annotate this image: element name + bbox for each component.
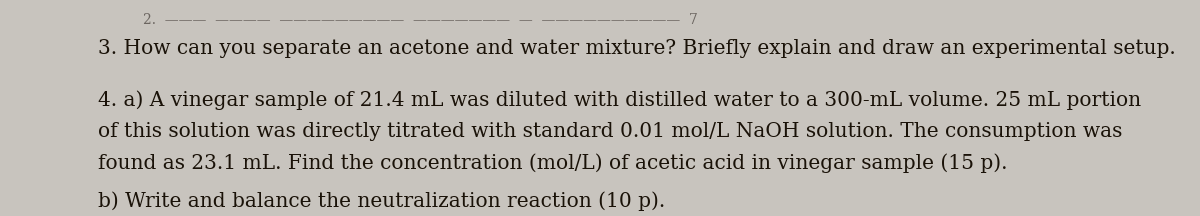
Text: 3. How can you separate an acetone and water mixture? Briefly explain and draw a: 3. How can you separate an acetone and w…	[98, 39, 1176, 58]
Text: 4. a) A vinegar sample of 21.4 mL was diluted with distilled water to a 300-mL v: 4. a) A vinegar sample of 21.4 mL was di…	[98, 91, 1141, 110]
Text: b) Write and balance the neutralization reaction (10 p).: b) Write and balance the neutralization …	[98, 191, 666, 211]
Text: 2.  ———  ————  —————————  ———————  —  ——————————  7: 2. ——— ———— ————————— ——————— — ————————…	[143, 13, 697, 27]
Text: found as 23.1 mL. Find the concentration (mol/L) of acetic acid in vinegar sampl: found as 23.1 mL. Find the concentration…	[98, 153, 1008, 173]
FancyBboxPatch shape	[0, 0, 1200, 25]
Text: of this solution was directly titrated with standard 0.01 mol/L NaOH solution. T: of this solution was directly titrated w…	[98, 122, 1123, 141]
